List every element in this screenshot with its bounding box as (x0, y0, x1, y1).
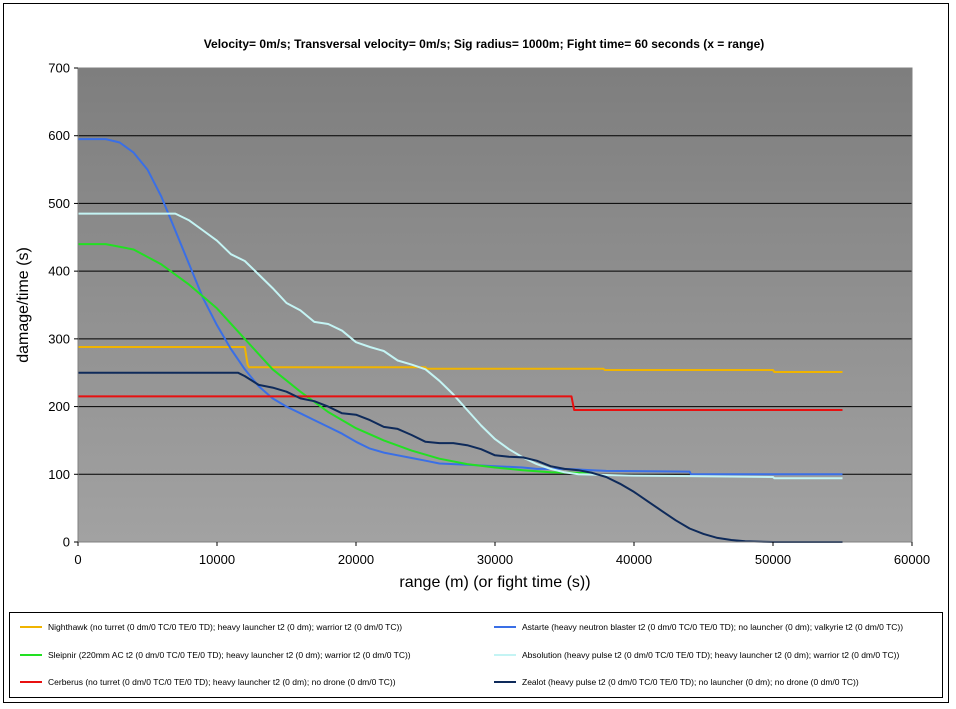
legend-item-nighthawk: Nighthawk (no turret (0 dm/0 TC/0 TE/0 T… (20, 620, 402, 634)
y-axis-label: damage/time (s) (15, 247, 32, 363)
x-tick-label: 10000 (199, 552, 235, 567)
legend-item-sleipnir: Sleipnir (220mm AC t2 (0 dm/0 TC/0 TE/0 … (20, 648, 411, 662)
line-chart: Velocity= 0m/s; Transversal velocity= 0m… (15, 37, 930, 591)
legend-label: Cerberus (no turret (0 dm/0 TC/0 TE/0 TD… (48, 677, 396, 687)
legend-item-cerberus: Cerberus (no turret (0 dm/0 TC/0 TE/0 TD… (20, 675, 396, 689)
legend-label: Sleipnir (220mm AC t2 (0 dm/0 TC/0 TE/0 … (48, 650, 411, 660)
plot-area (78, 68, 912, 542)
legend-label: Astarte (heavy neutron blaster t2 (0 dm/… (522, 622, 904, 632)
legend-item-absolution: Absolution (heavy pulse t2 (0 dm/0 TC/0 … (494, 648, 899, 662)
y-tick-label: 700 (48, 61, 70, 76)
legend-item-zealot: Zealot (heavy pulse t2 (0 dm/0 TC/0 TE/0… (494, 675, 859, 689)
x-axis-ticks: 0 10000 20000 30000 40000 50000 60000 (74, 542, 930, 567)
legend-swatch (494, 681, 516, 683)
chart-title: Velocity= 0m/s; Transversal velocity= 0m… (204, 37, 765, 51)
series-line-zealot (78, 371, 843, 543)
y-tick-label: 600 (48, 128, 70, 143)
legend-item-astarte: Astarte (heavy neutron blaster t2 (0 dm/… (494, 620, 903, 634)
y-axis-ticks: 0 100 200 300 400 500 600 700 (48, 61, 78, 550)
x-tick-label: 40000 (616, 552, 652, 567)
legend-swatch (20, 654, 42, 656)
legend-swatch (20, 626, 42, 628)
legend-label: Absolution (heavy pulse t2 (0 dm/0 TC/0 … (522, 650, 900, 660)
y-tick-label: 0 (63, 535, 70, 550)
x-tick-label: 20000 (338, 552, 374, 567)
legend-swatch (494, 654, 516, 656)
y-tick-label: 200 (48, 399, 70, 414)
series-line-cerberus (78, 395, 843, 411)
series-line-nighthawk (78, 346, 843, 373)
x-tick-label: 0 (74, 552, 81, 567)
y-tick-label: 300 (48, 331, 70, 346)
y-tick-label: 400 (48, 264, 70, 279)
y-tick-label: 100 (48, 467, 70, 482)
x-tick-label: 60000 (894, 552, 930, 567)
series-line-absolution (78, 212, 843, 480)
series-line-sleipnir (78, 243, 593, 474)
series-layer (78, 138, 843, 543)
legend-label: Zealot (heavy pulse t2 (0 dm/0 TC/0 TE/0… (522, 677, 859, 687)
x-tick-label: 30000 (477, 552, 513, 567)
legend: Nighthawk (no turret (0 dm/0 TC/0 TE/0 T… (9, 612, 943, 698)
legend-swatch (494, 626, 516, 628)
x-axis-label: range (m) (or fight time (s)) (399, 574, 590, 591)
legend-label: Nighthawk (no turret (0 dm/0 TC/0 TE/0 T… (48, 622, 403, 632)
y-tick-label: 500 (48, 196, 70, 211)
x-tick-label: 50000 (755, 552, 791, 567)
legend-swatch (20, 681, 42, 683)
